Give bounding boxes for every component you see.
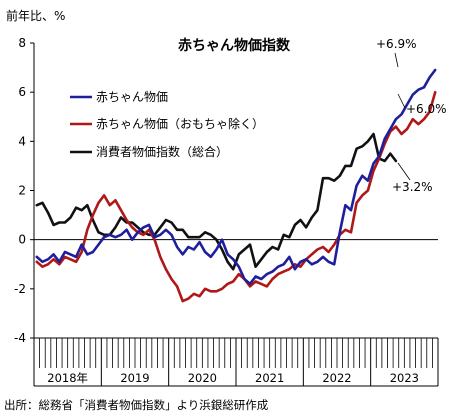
year-label: 2021: [255, 371, 284, 385]
legend-label: 消費者物価指数（総合）: [96, 144, 228, 159]
chart-title: 赤ちゃん物価指数: [178, 37, 291, 54]
y-tick-label: 0: [18, 233, 26, 247]
year-label: 2018年: [47, 371, 88, 385]
year-label: 2020: [188, 371, 217, 385]
y-tick-label: 2: [18, 184, 26, 198]
legend-label: 赤ちゃん物価（おもちゃ除く）: [96, 116, 264, 131]
series-lines: [35, 68, 437, 303]
series-line-0: [35, 68, 437, 286]
y-tick-label: -2: [14, 282, 26, 296]
series-line-2: [35, 132, 398, 271]
y-tick-label: 8: [18, 36, 26, 50]
y-tick-label: -4: [14, 331, 26, 345]
y-tick-label: 6: [18, 85, 26, 99]
x-axis-ticks: 2018年 2019 2020 2021 2022 2023: [33, 338, 439, 386]
source-note: 出所：総務省「消費者物価指数」より浜銀総研作成: [4, 398, 269, 412]
annotation-leader: [397, 162, 411, 181]
y-axis-label: 前年比、%: [6, 8, 65, 23]
year-label: 2019: [120, 371, 149, 385]
annotation-label: +6.0%: [406, 102, 447, 116]
year-label: 2023: [390, 371, 419, 385]
y-axis-ticks: 8 6 4 2 0 -2 -4: [14, 36, 34, 345]
annotation-leader: [394, 52, 399, 68]
annotation-label: +3.2%: [392, 180, 433, 194]
annotation-label: +6.9%: [376, 37, 417, 51]
annotation-leader: [397, 93, 406, 109]
end-value-annotations: +6.9% +6.0% +3.2%: [376, 37, 447, 194]
legend-label: 赤ちゃん物価: [96, 90, 168, 104]
year-label: 2022: [322, 371, 351, 385]
series-line-1: [35, 90, 437, 303]
y-tick-label: 4: [18, 134, 26, 148]
